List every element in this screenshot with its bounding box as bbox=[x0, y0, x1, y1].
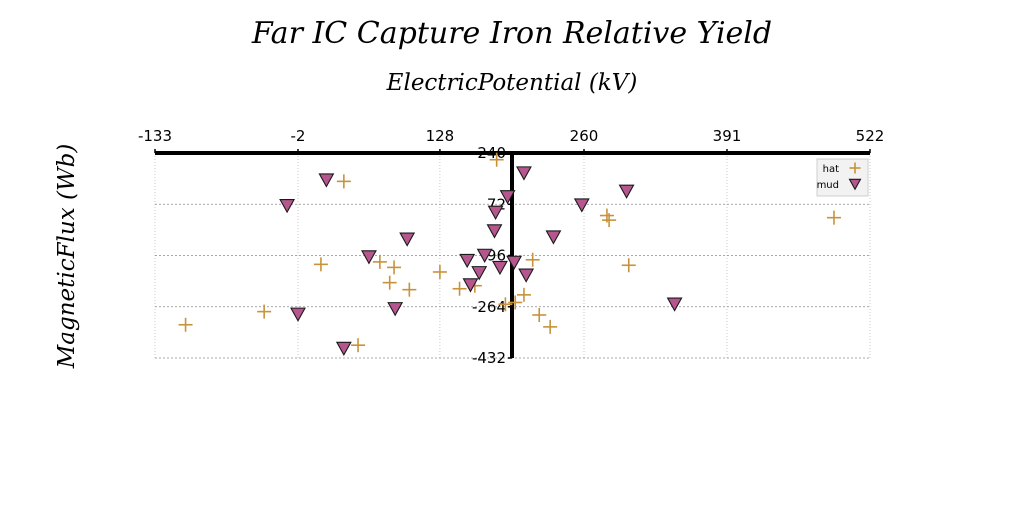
data-point-hat bbox=[452, 281, 467, 296]
data-point-hat bbox=[336, 174, 351, 189]
data-point-hat bbox=[516, 287, 531, 302]
data-point-mud bbox=[318, 173, 335, 188]
x-tick-label: -133 bbox=[138, 127, 172, 145]
data-points bbox=[178, 152, 841, 357]
data-point-mud bbox=[573, 198, 590, 213]
data-point-hat bbox=[257, 304, 272, 319]
legend-label-hat: hat bbox=[823, 164, 839, 175]
data-point-hat bbox=[432, 264, 447, 279]
data-point-mud bbox=[387, 302, 404, 317]
data-point-hat bbox=[489, 152, 504, 167]
legend: hat mud bbox=[816, 158, 869, 197]
data-point-mud bbox=[506, 255, 523, 270]
data-point-hat bbox=[178, 317, 193, 332]
data-point-hat bbox=[402, 282, 417, 297]
data-point-mud bbox=[459, 253, 476, 269]
data-point-mud bbox=[545, 230, 562, 245]
data-point-mud bbox=[462, 278, 479, 293]
data-point-mud bbox=[476, 248, 493, 263]
data-point-hat bbox=[508, 295, 523, 310]
x-axis-ticks: -133 -2 128 260 391 522 bbox=[138, 127, 884, 153]
data-point-hat bbox=[543, 319, 558, 334]
data-point-hat bbox=[525, 252, 540, 267]
legend-box bbox=[816, 158, 869, 197]
data-point-mud bbox=[618, 184, 635, 199]
data-point-hat bbox=[372, 254, 387, 269]
x-tick-label: -2 bbox=[291, 127, 306, 145]
data-point-hat bbox=[387, 260, 402, 275]
data-point-mud bbox=[471, 266, 488, 281]
data-point-mud bbox=[335, 341, 352, 357]
y-tick-label: -264 bbox=[472, 298, 506, 316]
axes bbox=[155, 151, 870, 358]
data-point-mud bbox=[487, 205, 504, 220]
data-point-hat bbox=[313, 257, 328, 272]
data-point-mud bbox=[290, 307, 306, 322]
data-point-mud bbox=[279, 198, 296, 214]
x-tick-label: 522 bbox=[856, 127, 885, 145]
data-point-mud bbox=[492, 260, 508, 276]
data-point-hat bbox=[382, 275, 397, 290]
data-point-hat bbox=[532, 307, 547, 322]
y-axis-label: MagneticFlux (Wb) bbox=[54, 144, 80, 370]
legend-marker-mud bbox=[848, 178, 862, 191]
data-point-mud bbox=[518, 268, 535, 283]
x-axis-label: ElectricPotential (kV) bbox=[386, 70, 638, 96]
legend-marker-hat bbox=[849, 162, 861, 174]
x-tick-label: 260 bbox=[570, 127, 599, 145]
data-point-mud bbox=[399, 232, 416, 247]
data-point-mud bbox=[666, 297, 683, 312]
data-point-mud bbox=[499, 190, 516, 205]
x-tick-label: 128 bbox=[426, 127, 455, 145]
data-point-mud bbox=[361, 250, 377, 265]
data-point-hat bbox=[826, 210, 841, 225]
data-point-hat bbox=[621, 258, 636, 273]
chart-title: Far IC Capture Iron Relative Yield bbox=[251, 16, 772, 51]
data-point-mud bbox=[516, 166, 532, 181]
data-point-hat bbox=[351, 338, 366, 353]
data-point-hat bbox=[498, 297, 513, 312]
data-point-mud bbox=[486, 224, 503, 239]
data-point-hat bbox=[602, 213, 617, 228]
y-tick-label: -432 bbox=[472, 349, 506, 367]
legend-label-mud: mud bbox=[817, 180, 839, 191]
y-tick-label: 240 bbox=[477, 144, 506, 162]
x-tick-label: 391 bbox=[713, 127, 742, 145]
